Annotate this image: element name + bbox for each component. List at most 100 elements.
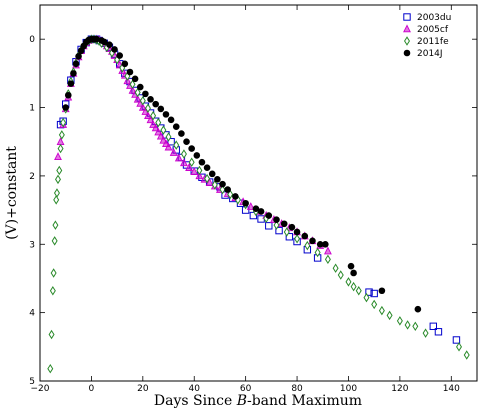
- data-point-2011fe: [155, 117, 162, 128]
- data-point-2014J: [178, 130, 185, 137]
- data-point-2005cf: [54, 152, 62, 161]
- data-point-2011fe: [165, 132, 172, 142]
- data-point-2011fe: [412, 321, 419, 332]
- data-point-2005cf: [128, 85, 137, 94]
- data-point-2011fe: [48, 329, 55, 340]
- data-point-2011fe: [53, 188, 60, 198]
- data-point-2011fe: [60, 117, 67, 128]
- data-point-2011fe: [52, 220, 59, 230]
- data-point-2014J: [147, 96, 154, 103]
- x-tick-label: 100: [340, 384, 357, 394]
- data-point-2014J: [67, 80, 75, 87]
- data-point-2014J: [72, 60, 80, 68]
- data-point-2005cf: [164, 142, 173, 151]
- data-point-2014J: [224, 186, 231, 193]
- data-point-2003du: [257, 215, 265, 223]
- data-point-2011fe: [304, 240, 311, 251]
- data-point-2011fe: [363, 292, 370, 303]
- data-point-2005cf: [180, 158, 188, 167]
- data-point-2014J: [167, 116, 175, 124]
- data-point-2011fe: [283, 227, 290, 237]
- x-tick-label: −20: [31, 384, 50, 394]
- data-point-2014J: [257, 208, 265, 215]
- data-point-2014J: [157, 105, 165, 113]
- data-point-2014J: [232, 193, 239, 200]
- legend-label: 2005cf: [417, 25, 449, 35]
- data-point-2011fe: [337, 270, 344, 280]
- data-point-2011fe: [422, 328, 429, 338]
- data-point-2003du: [452, 336, 461, 344]
- legend-label: 2014J: [417, 49, 443, 59]
- data-point-2003du: [275, 226, 283, 235]
- data-point-2011fe: [49, 286, 56, 296]
- data-point-2014J: [288, 223, 296, 231]
- data-point-2014J: [208, 170, 216, 178]
- data-point-2011fe: [188, 157, 195, 167]
- data-point-2011fe: [314, 247, 321, 258]
- data-point-2014J: [70, 70, 77, 77]
- data-point-2011fe: [50, 268, 57, 278]
- x-tick-label: 120: [391, 384, 408, 394]
- data-point-2014J: [188, 145, 195, 152]
- legend-marker-2005cf: [403, 24, 411, 33]
- legend-label: 2011fe: [417, 37, 449, 47]
- data-point-2011fe: [294, 234, 301, 244]
- data-point-2014J: [198, 158, 206, 166]
- data-point-2011fe: [160, 125, 167, 135]
- data-point-2014J: [301, 232, 309, 240]
- data-point-2011fe: [371, 299, 378, 310]
- data-point-2005cf: [185, 163, 194, 171]
- series-2011fe: [47, 34, 470, 374]
- data-point-2003du: [265, 222, 273, 230]
- data-point-2011fe: [129, 79, 136, 90]
- data-point-2011fe: [51, 236, 58, 246]
- data-point-2014J: [126, 68, 134, 76]
- data-point-2014J: [242, 199, 249, 207]
- y-tick-label: 4: [29, 309, 35, 319]
- data-point-2003du: [249, 211, 258, 220]
- x-tick-label: 60: [240, 384, 252, 394]
- data-point-2014J: [414, 305, 422, 313]
- data-point-2014J: [309, 237, 316, 245]
- data-point-2011fe: [211, 180, 218, 190]
- data-point-2011fe: [227, 189, 234, 200]
- data-point-2014J: [121, 60, 129, 68]
- data-point-2014J: [273, 216, 280, 223]
- data-point-2011fe: [134, 87, 141, 98]
- data-point-2014J: [152, 100, 159, 108]
- data-point-2014J: [131, 75, 139, 83]
- data-point-2011fe: [396, 316, 403, 326]
- data-point-2011fe: [404, 320, 411, 330]
- data-point-2014J: [265, 212, 273, 219]
- data-point-2011fe: [57, 143, 64, 154]
- data-point-2011fe: [463, 350, 470, 360]
- y-tick-label: 2: [29, 172, 35, 182]
- data-point-2003du: [365, 288, 373, 296]
- data-point-2014J: [219, 180, 226, 188]
- data-point-2014J: [62, 104, 70, 111]
- data-point-2011fe: [55, 174, 61, 185]
- data-point-2011fe: [180, 149, 187, 159]
- data-point-2003du: [285, 233, 294, 241]
- x-tick-label: 140: [443, 384, 460, 394]
- data-point-2014J: [203, 164, 211, 172]
- data-point-2014J: [347, 262, 355, 270]
- data-point-2014J: [214, 176, 221, 183]
- data-point-2014J: [116, 52, 123, 59]
- data-point-2014J: [100, 38, 108, 46]
- data-point-2005cf: [205, 178, 214, 186]
- x-tick-label: 0: [89, 384, 95, 394]
- data-point-2011fe: [58, 130, 65, 140]
- data-point-2014J: [136, 83, 144, 91]
- data-point-2011fe: [350, 281, 357, 292]
- data-point-2011fe: [345, 277, 352, 287]
- x-tick-label: 80: [291, 384, 303, 394]
- legend-marker-2011fe: [404, 36, 410, 46]
- y-axis-label: (V)+constant: [4, 146, 20, 240]
- y-tick-label: 0: [29, 35, 35, 45]
- data-point-2014J: [252, 205, 260, 213]
- data-point-2005cf: [246, 202, 255, 210]
- legend-marker-2003du: [403, 13, 411, 21]
- x-axis-label: Days Since B-band Maximum: [154, 393, 362, 409]
